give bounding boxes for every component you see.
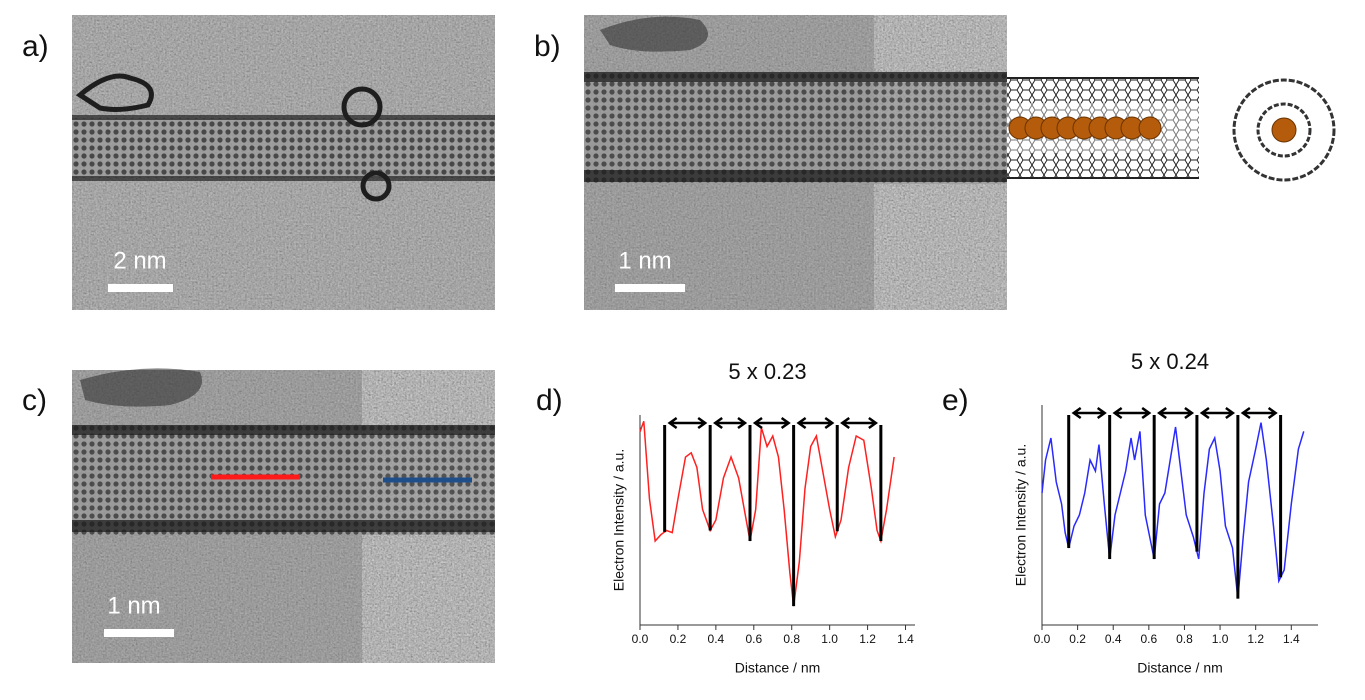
x-tick-label: 0.6 (1140, 632, 1157, 646)
period-arrow (796, 416, 835, 430)
intensity-line (1041, 422, 1305, 599)
x-tick-label: 0.0 (632, 632, 649, 646)
period-arrow (1071, 406, 1107, 420)
period-arrow (667, 416, 708, 430)
x-tick-label: 1.4 (897, 632, 914, 646)
panel-b: 1 nm (584, 15, 1336, 310)
scale-bar-label: 1 nm (107, 592, 160, 619)
period-arrow (752, 416, 791, 430)
scale-bar-label: 2 nm (113, 247, 166, 274)
x-tick-label: 0.6 (745, 632, 762, 646)
panel-label: a) (22, 30, 49, 63)
x-tick-label: 0.4 (1105, 632, 1122, 646)
panel-label: d) (536, 384, 563, 417)
x-tick-label: 1.4 (1283, 632, 1300, 646)
x-tick-label: 1.2 (1247, 632, 1264, 646)
x-tick-label: 1.0 (821, 632, 838, 646)
panel-a: 2 nm (72, 15, 495, 310)
chart-title: 5 x 0.23 (728, 359, 806, 384)
nanotube-schematic (1007, 77, 1336, 182)
y-axis-label: Electron Intensity / a.u. (611, 449, 627, 591)
panel-label: c) (22, 384, 47, 417)
x-axis-label: Distance / nm (1137, 660, 1223, 676)
period-arrow (1240, 406, 1278, 420)
period-arrow (1199, 406, 1236, 420)
period-arrow (1157, 406, 1195, 420)
x-tick-label: 0.8 (783, 632, 800, 646)
x-tick-label: 0.2 (1069, 632, 1086, 646)
x-tick-label: 0.0 (1034, 632, 1051, 646)
x-axis-label: Distance / nm (735, 660, 821, 676)
panel-label: b) (534, 30, 561, 63)
scale-bar-label: 1 nm (618, 247, 671, 274)
x-tick-label: 0.4 (708, 632, 725, 646)
x-tick-label: 0.2 (670, 632, 687, 646)
x-tick-label: 1.0 (1212, 632, 1229, 646)
chart-title: 5 x 0.24 (1131, 349, 1209, 374)
panel-label: e) (942, 384, 969, 417)
period-arrow (713, 416, 748, 430)
x-tick-label: 0.8 (1176, 632, 1193, 646)
period-arrow (840, 416, 879, 430)
intensity-line (639, 421, 895, 607)
panel-c: 1 nm (72, 368, 495, 663)
x-tick-label: 1.2 (859, 632, 876, 646)
period-arrow (1112, 406, 1152, 420)
y-axis-label: Electron Intensity / a.u. (1013, 444, 1029, 586)
